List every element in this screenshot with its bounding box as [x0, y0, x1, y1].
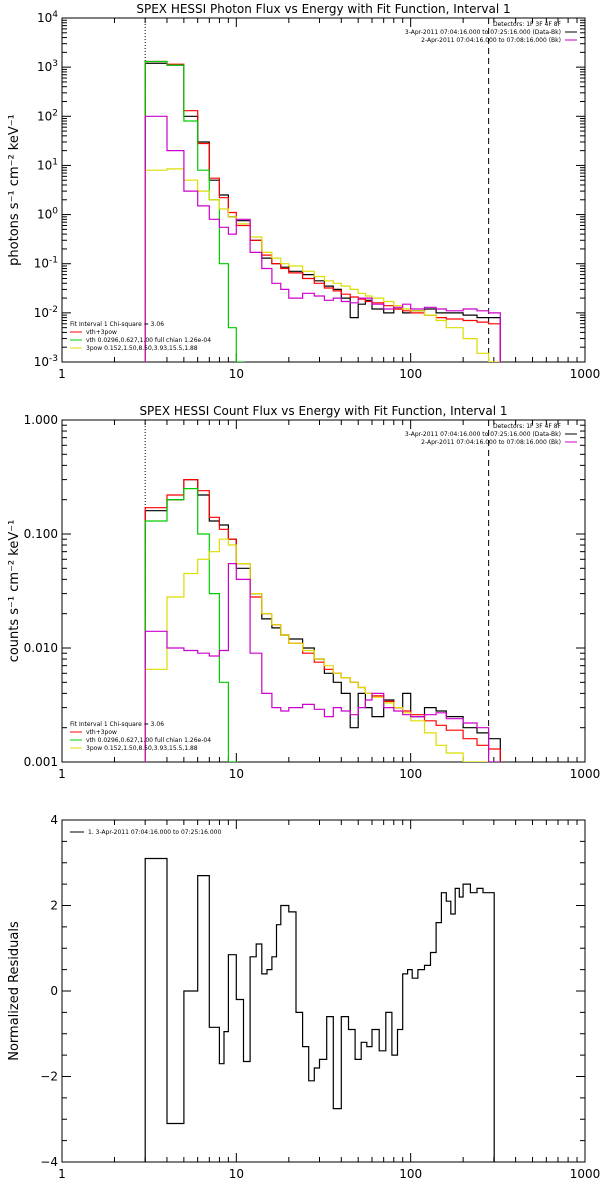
legend-entry: 3-Apr-2011 07:04:16.000 to 07:25:16.000 … — [405, 431, 561, 438]
legend-entry: 2-Apr-2011 07:04:16.000 to 07:08:16.000 … — [421, 439, 561, 446]
legend-entry: 2-Apr-2011 07:04:16.000 to 07:08:16.000 … — [421, 37, 561, 44]
series-line-3 — [144, 60, 245, 362]
y-tick-label: 1.000 — [24, 413, 58, 427]
y-tick-label: 0 — [50, 984, 58, 998]
y-tick-label: 10-3 — [34, 354, 58, 369]
chart-title: SPEX HESSI Count Flux vs Energy with Fit… — [139, 404, 507, 418]
legend-bottom-left: Fit Interval 1 Chi-square = 3.06vth+3pow… — [70, 721, 211, 752]
y-tick-label: 2 — [50, 899, 58, 913]
x-tick-label: 1000 — [570, 1167, 600, 1181]
series-line-1 — [144, 479, 501, 762]
plot-frame — [61, 819, 586, 1163]
legend-entry: vth 0.0296,0.627,1.00 full chian 1.26e-0… — [86, 337, 211, 344]
x-tick-label: 1 — [58, 767, 66, 781]
y-axis-label: photons s⁻¹ cm⁻² keV⁻¹ — [7, 114, 22, 266]
y-tick-label: 0.010 — [24, 641, 58, 655]
series-line-2 — [144, 60, 501, 362]
legend-entry: 3-Apr-2011 07:04:16.000 to 07:25:16.000 … — [405, 29, 561, 36]
legend-entry: vth+3pow — [86, 729, 117, 736]
y-tick-label: −2 — [40, 1070, 58, 1084]
series-line-2 — [144, 479, 501, 762]
legend-entry: Fit Interval 1 Chi-square = 3.06 — [70, 721, 164, 728]
y-tick-label: 4 — [50, 813, 58, 827]
legend-entry: vth 0.0296,0.627,1.00 full chian 1.26e-0… — [86, 737, 211, 744]
y-tick-label: 10-2 — [34, 305, 58, 320]
chart-title: SPEX HESSI Photon Flux vs Energy with Fi… — [136, 2, 510, 16]
series-line-5 — [144, 115, 501, 362]
x-tick-label: 1 — [58, 367, 66, 381]
x-tick-label: 100 — [399, 767, 422, 781]
series-group — [144, 479, 501, 762]
legend-bottom-left: Fit Interval 1 Chi-square = 3.06vth+3pow… — [70, 321, 211, 352]
y-axis-label: counts s⁻¹ cm⁻² keV⁻¹ — [7, 520, 22, 663]
legend-top-left: 1. 3-Apr-2011 07:04:16.000 to 07:25:16.0… — [70, 829, 221, 836]
chart-2: SPEX HESSI Count Flux vs Energy with Fit… — [7, 404, 600, 781]
chart-1: SPEX HESSI Photon Flux vs Energy with Fi… — [7, 2, 600, 381]
legend-entry: vth+3pow — [86, 329, 117, 336]
legend-entry: Detectors: 1F 3F 4F 8F — [493, 423, 562, 430]
y-tick-label: 100 — [37, 207, 58, 222]
chart-3: 1 10 100 1000 −4 −2 0 2 4 Normalized Residuals 1. … — [7, 813, 600, 1181]
y-tick-label: −4 — [40, 1155, 58, 1169]
legend-entry: 3pow 0.152,1.50,8.50,3.93,15.5,1.88 — [86, 745, 198, 752]
y-tick-label: 0.001 — [24, 755, 58, 769]
legend-top-right: Detectors: 1F 3F 4F 8F3-Apr-2011 07:04:1… — [405, 21, 577, 44]
x-tick-label: 10 — [229, 1167, 244, 1181]
y-tick-label: 10-1 — [34, 256, 58, 271]
x-tick-label: 1000 — [570, 767, 600, 781]
y-tick-label: 101 — [37, 157, 58, 172]
series-line-3 — [144, 488, 238, 762]
legend-top-right: Detectors: 1F 3F 4F 8F3-Apr-2011 07:04:1… — [405, 423, 577, 446]
legend-entry: Detectors: 1F 3F 4F 8F — [493, 21, 562, 28]
series-line-5 — [144, 563, 501, 762]
series-line-4 — [144, 168, 501, 362]
y-tick-label: 0.100 — [24, 527, 58, 541]
x-tick-label: 10 — [229, 367, 244, 381]
x-tick-label: 1 — [58, 1167, 66, 1181]
plot-frame — [61, 17, 586, 363]
y-axis-label: Normalized Residuals — [7, 921, 22, 1061]
x-tick-label: 100 — [399, 367, 422, 381]
x-tick-label: 10 — [229, 767, 244, 781]
legend-entry: 1. 3-Apr-2011 07:04:16.000 to 07:25:16.0… — [88, 829, 221, 836]
plot-frame — [61, 419, 586, 763]
x-tick-label: 1000 — [570, 367, 600, 381]
legend-entry: 3pow 0.152,1.50,8.50,3.93,15.5,1.88 — [86, 345, 198, 352]
y-tick-label: 104 — [37, 10, 58, 25]
legend-entry: Fit Interval 1 Chi-square = 3.06 — [70, 321, 164, 328]
y-tick-label: 102 — [37, 108, 58, 123]
series-group — [144, 857, 495, 1162]
series-line-1 — [144, 857, 495, 1162]
x-tick-label: 100 — [399, 1167, 422, 1181]
series-group — [144, 60, 501, 362]
series-line-4 — [144, 538, 492, 762]
y-tick-label: 103 — [37, 59, 58, 74]
